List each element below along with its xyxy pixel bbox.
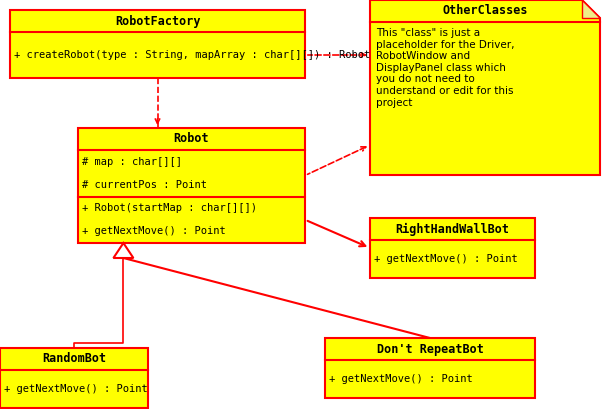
- Text: Robot: Robot: [174, 133, 209, 146]
- Text: OtherClasses: OtherClasses: [442, 4, 528, 18]
- Bar: [10, 10, 305, 78]
- Text: # map : char[][]: # map : char[][]: [82, 157, 182, 166]
- Text: + Robot(startMap : char[][]): + Robot(startMap : char[][]): [82, 203, 257, 213]
- Text: + createRobot(type : String, mapArray : char[][]) : Robot: + createRobot(type : String, mapArray : …: [14, 50, 370, 60]
- Polygon shape: [582, 0, 600, 18]
- Text: RightHandWallBot: RightHandWallBot: [395, 222, 510, 236]
- Bar: [78, 128, 305, 243]
- Text: + getNextMove() : Point: + getNextMove() : Point: [82, 226, 226, 236]
- Bar: [370, 218, 535, 278]
- Bar: [0, 348, 148, 408]
- Text: + getNextMove() : Point: + getNextMove() : Point: [374, 254, 518, 264]
- Text: + getNextMove() : Point: + getNextMove() : Point: [4, 384, 148, 394]
- Polygon shape: [370, 0, 600, 175]
- Bar: [325, 338, 535, 398]
- Text: # currentPos : Point: # currentPos : Point: [82, 180, 207, 190]
- Text: RobotFactory: RobotFactory: [115, 14, 200, 27]
- Text: RandomBot: RandomBot: [42, 353, 106, 366]
- Text: Don't RepeatBot: Don't RepeatBot: [376, 342, 483, 355]
- Text: This "class" is just a
placeholder for the Driver,
RobotWindow and
DisplayPanel : This "class" is just a placeholder for t…: [376, 28, 514, 108]
- Text: + getNextMove() : Point: + getNextMove() : Point: [329, 374, 473, 384]
- Polygon shape: [114, 243, 133, 258]
